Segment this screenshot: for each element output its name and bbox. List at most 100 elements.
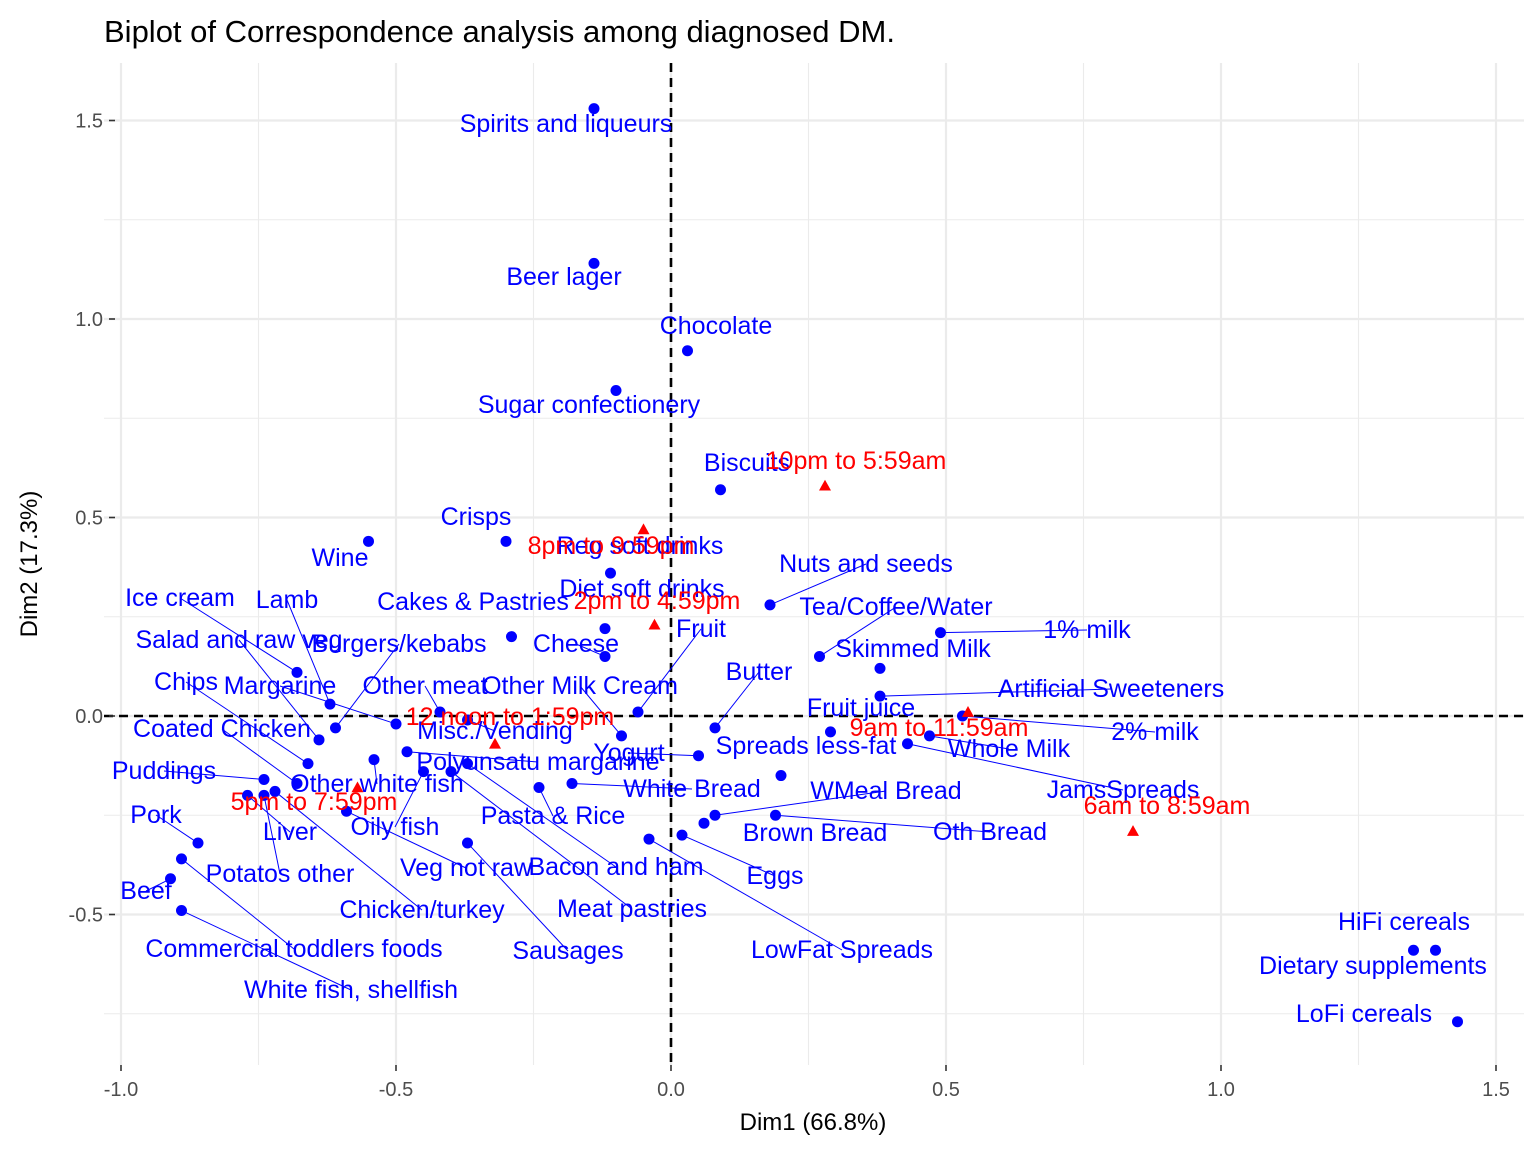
food-label-hifi-cereals: HiFi cereals xyxy=(1338,908,1470,936)
food-label-skimmed-milk: Skimmed Milk xyxy=(835,635,991,663)
food-label-fruit-juice: Fruit juice xyxy=(807,694,915,722)
x-tick-label: 1.5 xyxy=(1482,1079,1510,1101)
plot-panel xyxy=(104,63,1524,1065)
time-point-12-noon-to-1-59pm xyxy=(489,737,501,749)
leader-line-chicken-turkey xyxy=(274,791,423,911)
food-label-burgers-kebabs: Burgers/kebabs xyxy=(311,630,486,658)
food-label-salad-and-raw-veg: Salad and raw veg xyxy=(135,626,342,654)
food-point-misc-vending xyxy=(462,714,473,726)
time-point-10pm-to-5-59am xyxy=(819,479,831,491)
food-label-jamsspreads: JamsSpreads xyxy=(1047,776,1200,804)
food-point-potatos-other xyxy=(258,789,270,801)
x-tick-label: 0.0 xyxy=(657,1079,685,1101)
food-label-misc-vending: Misc./Vending xyxy=(417,717,573,745)
x-axis-title: Dim1 (66.8%) xyxy=(740,1109,887,1136)
leader-line-puddings xyxy=(163,770,265,781)
food-label-crisps: Crisps xyxy=(441,503,512,531)
time-point-2pm-to-4-59pm xyxy=(648,618,661,630)
food-point-wmeal-bread xyxy=(709,809,721,821)
food-point-margarine xyxy=(390,718,402,730)
food-point-hifi-cereals xyxy=(1430,944,1441,956)
food-point-wine xyxy=(363,535,374,547)
food-point-spreads-less-fat xyxy=(775,770,787,782)
food-label-chicken-turkey: Chicken/turkey xyxy=(339,896,505,924)
leader-line-polyunsatu-margarine xyxy=(406,751,539,763)
leader-line-butter xyxy=(714,671,760,729)
leader-line-fruit xyxy=(637,628,702,713)
food-point-brown-bread xyxy=(698,817,710,829)
time-label-6am-to-8-59am: 6am to 8:59am xyxy=(1084,792,1251,820)
x-tick-label: -0.5 xyxy=(379,1079,413,1101)
leader-line-sausages xyxy=(467,842,569,952)
time-point-8pm-to-9-59pm xyxy=(637,523,650,535)
food-point-eggs xyxy=(676,829,688,841)
food-point-polyunsatu-margarine xyxy=(401,746,413,758)
food-label-margarine: Margarine xyxy=(224,672,337,700)
leader-line-coated-chicken xyxy=(221,728,298,784)
leader-line-eggs xyxy=(681,834,776,877)
food-label-eggs: Eggs xyxy=(747,862,804,890)
leader-line-margarine xyxy=(279,685,397,725)
food-label-commercial-toddlers-foods: Commercial toddlers foods xyxy=(145,935,442,963)
food-label-biscuits: Biscuits xyxy=(704,449,790,477)
y-tick-label: 1.0 xyxy=(75,309,103,331)
leader-line-other-milk-cream xyxy=(579,685,622,737)
food-point-diet-soft-drinks xyxy=(599,623,611,635)
food-point-white-fish-shellfish xyxy=(176,905,187,917)
food-label-ice-cream: Ice cream xyxy=(125,584,235,612)
food-point-tea-coffee-water xyxy=(814,650,825,662)
food-point-burgers-kebabs xyxy=(330,722,341,734)
time-label-2pm-to-4-59pm: 2pm to 4:59pm xyxy=(574,587,741,615)
food-point-veg-not-raw xyxy=(341,805,352,817)
food-point-lamb xyxy=(324,698,336,710)
leader-line-jamsspreads xyxy=(907,743,1124,791)
leader-line-bacon-and-ham xyxy=(467,763,617,868)
time-label-8pm-to-9-59pm: 8pm to 9:59pm xyxy=(528,532,695,560)
food-point-other-meat xyxy=(434,706,446,718)
leader-line-potatos-other xyxy=(263,795,281,875)
food-point-skimmed-milk xyxy=(874,662,886,674)
axis-ticks: -1.0 -0.5 0.0 0.5 1.0 1.5 -0.5 0.0 0.5 1.0 1.5 xyxy=(69,111,1510,1102)
food-label-reg-soft-drinks: Reg soft drinks xyxy=(557,532,724,560)
food-label-oth-bread: Oth Bread xyxy=(933,818,1047,846)
food-label-artificial-sweeteners: Artificial Sweeteners xyxy=(998,675,1224,703)
leader-line-pork xyxy=(155,814,199,844)
food-point-beef xyxy=(165,873,176,885)
leader-line-1-milk xyxy=(940,629,1088,634)
time-point-5pm-to-7-59pm xyxy=(351,781,364,793)
food-label-veg-not-raw: Veg not raw xyxy=(400,854,533,882)
food-point-chips xyxy=(302,758,314,770)
y-tick-label: 0.5 xyxy=(75,508,103,530)
food-point-1-milk xyxy=(935,627,946,639)
food-label-whole-milk: Whole Milk xyxy=(948,735,1071,763)
food-label-other-milk-cream: Other Milk Cream xyxy=(482,672,678,700)
food-label-diet-soft-drinks: Diet soft drinks xyxy=(559,575,724,603)
food-label-brown-bread: Brown Bread xyxy=(743,819,888,847)
food-label-nuts-and-seeds: Nuts and seeds xyxy=(779,550,953,578)
data-points xyxy=(165,103,1463,1028)
leader-line-liver xyxy=(247,795,291,833)
food-point-dietary-supplements xyxy=(1408,944,1419,956)
food-point-sausages xyxy=(462,837,473,849)
food-point-cakes-pastries xyxy=(506,631,517,643)
food-label-spirits-and-liqueurs: Spirits and liqueurs xyxy=(460,110,673,138)
leader-line-nuts-and-seeds xyxy=(769,563,867,606)
leader-line-wmeal-bread xyxy=(714,790,887,816)
food-label-lofi-cereals: LoFi cereals xyxy=(1296,1000,1432,1028)
label-leader-lines xyxy=(145,563,1156,991)
leader-line-oily-fish xyxy=(394,771,424,828)
food-point-meat-pastries xyxy=(445,766,457,778)
food-label-coated-chicken: Coated Chicken xyxy=(133,715,311,743)
food-label-liver: Liver xyxy=(263,818,317,846)
food-label-lamb: Lamb xyxy=(256,586,319,614)
leader-line-lamb xyxy=(286,599,331,705)
food-point-commercial-toddlers-foods xyxy=(176,853,187,865)
food-point-fruit xyxy=(632,706,644,718)
food-point-oily-fish xyxy=(418,766,429,778)
leader-line-burgers-kebabs xyxy=(335,643,400,729)
time-label-9am-to-11-59am: 9am to 11:59am xyxy=(850,714,1029,742)
food-label-bacon-and-ham: Bacon and ham xyxy=(528,853,703,881)
leader-line-tea-coffee-water xyxy=(819,606,897,657)
leader-line-white-bread xyxy=(571,782,693,790)
food-point-lowfat-spreads xyxy=(643,833,655,845)
